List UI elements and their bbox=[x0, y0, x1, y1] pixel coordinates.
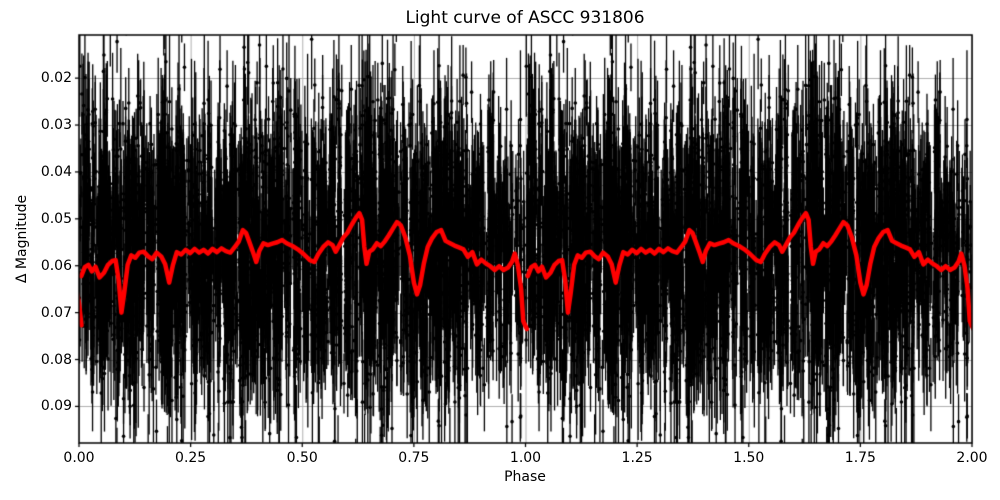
y-tick-label: 0.03 bbox=[40, 117, 72, 134]
x-tick-label: 0.50 bbox=[286, 450, 318, 466]
chart-title: Light curve of ASCC 931806 bbox=[405, 8, 645, 28]
x-tick-label: 1.00 bbox=[509, 450, 542, 466]
x-tick-label: 0.75 bbox=[398, 450, 430, 466]
y-tick-label: 0.04 bbox=[40, 163, 72, 180]
x-tick-label: 1.25 bbox=[621, 450, 653, 466]
y-axis-label: Δ Magnitude bbox=[14, 194, 30, 284]
x-tick-label: 2.00 bbox=[956, 450, 988, 466]
x-tick-label: 0.00 bbox=[63, 450, 95, 466]
y-tick-label: 0.06 bbox=[40, 257, 72, 274]
x-tick-label: 0.25 bbox=[175, 450, 207, 466]
x-tick-label: 1.50 bbox=[733, 450, 765, 466]
x-axis-label: Phase bbox=[504, 469, 546, 485]
y-tick-label: 0.02 bbox=[40, 70, 72, 87]
y-tick-label: 0.05 bbox=[40, 210, 72, 227]
y-tick-label: 0.08 bbox=[40, 351, 72, 368]
y-tick-label: 0.07 bbox=[40, 304, 72, 321]
x-tick-label: 1.75 bbox=[844, 450, 876, 466]
y-tick-label: 0.09 bbox=[40, 398, 72, 415]
